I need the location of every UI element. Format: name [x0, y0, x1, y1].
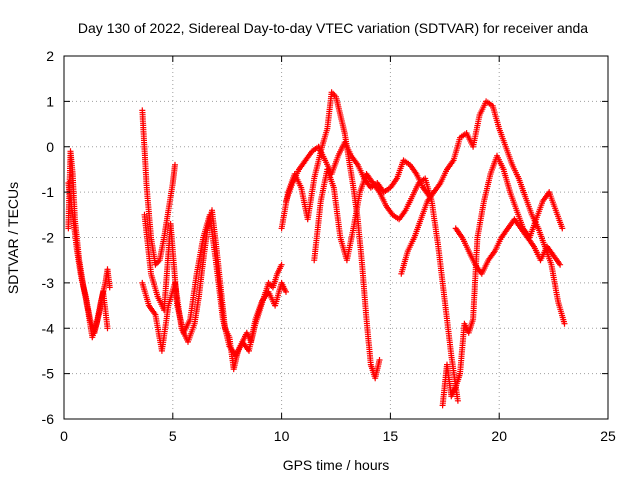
- y-tick-label: -6: [42, 411, 55, 427]
- y-tick-label: 2: [46, 48, 54, 64]
- x-tick-label: 20: [491, 428, 507, 444]
- series-trace-i: [398, 98, 568, 327]
- series-trace-e: [141, 211, 289, 359]
- x-tick-label: 10: [274, 428, 290, 444]
- y-axis-label: SDTVAR / TECUs: [5, 182, 21, 294]
- y-tick-label: -1: [42, 184, 55, 200]
- series-trace-h: [311, 166, 461, 404]
- data-points: [65, 89, 568, 409]
- x-tick-label: 15: [383, 428, 399, 444]
- series-trace-b: [65, 180, 111, 336]
- axis-ticks: [63, 55, 609, 420]
- x-tick-label: 5: [169, 428, 177, 444]
- data-point: [172, 161, 178, 168]
- x-tick-labels: 0 5 10 15 20 25: [60, 428, 616, 444]
- y-tick-label: 1: [46, 93, 54, 109]
- data-point: [283, 288, 289, 295]
- x-axis-label: GPS time / hours: [283, 457, 390, 473]
- data-point: [104, 325, 111, 332]
- x-tick-label: 25: [600, 428, 616, 444]
- y-tick-label: -3: [42, 275, 55, 291]
- y-tick-label: 0: [46, 139, 54, 155]
- y-tick-label: -5: [42, 366, 55, 382]
- data-point: [106, 284, 113, 291]
- series-trace-f: [278, 89, 383, 382]
- data-point: [376, 357, 383, 363]
- data-point: [559, 225, 566, 232]
- data-point: [278, 261, 285, 268]
- chart-title: Day 130 of 2022, Sidereal Day-to-day VTE…: [78, 20, 588, 36]
- y-tick-label: -4: [42, 320, 55, 336]
- data-point: [561, 320, 568, 327]
- data-point: [557, 261, 564, 268]
- series-trace-c: [139, 107, 178, 268]
- y-tick-label: -2: [42, 230, 55, 246]
- y-tick-labels: -6 -5 -4 -3 -2 -1 0 1 2: [42, 48, 55, 427]
- x-tick-label: 0: [60, 428, 68, 444]
- series-trace-k: [452, 216, 564, 277]
- data-point: [454, 397, 461, 404]
